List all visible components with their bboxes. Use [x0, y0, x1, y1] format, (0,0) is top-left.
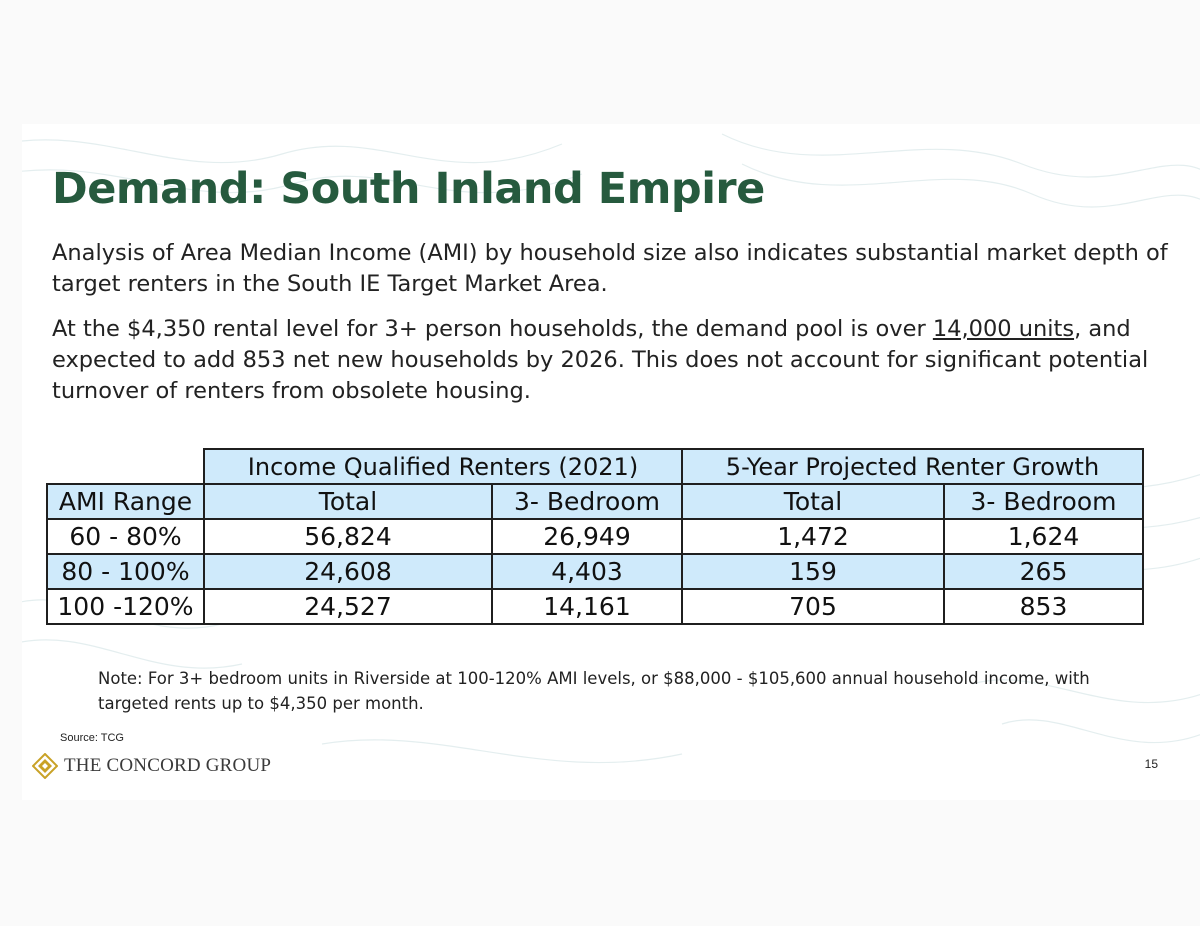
table-cell: 1,472 — [681, 518, 945, 555]
demand-paragraph-text: At the $4,350 rental level for 3+ person… — [52, 316, 933, 342]
column-header-total: Total — [203, 483, 493, 520]
table-cell: 60 - 80% — [46, 518, 205, 555]
intro-paragraph: Analysis of Area Median Income (AMI) by … — [52, 240, 1168, 297]
source-label: Source: TCG — [60, 732, 124, 744]
table-corner-blank — [47, 449, 204, 484]
column-header-growth-total: Total — [681, 483, 945, 520]
diamond-logo-icon — [32, 753, 58, 779]
table-row: 80 - 100% 24,608 4,403 159 265 — [46, 553, 1144, 590]
table-row: 60 - 80% 56,824 26,949 1,472 1,624 — [46, 518, 1144, 555]
table-cell: 705 — [681, 588, 945, 625]
table-cell: 26,949 — [491, 518, 683, 555]
group-header-income-qualified: Income Qualified Renters (2021) — [203, 448, 683, 485]
table-cell: 80 - 100% — [46, 553, 205, 590]
table-cell: 100 -120% — [46, 588, 205, 625]
table-cell: 24,608 — [203, 553, 493, 590]
table-cell: 159 — [681, 553, 945, 590]
table-cell: 1,624 — [943, 518, 1144, 555]
table-cell: 853 — [943, 588, 1144, 625]
table-note: Note: For 3+ bedroom units in Riverside … — [98, 669, 1090, 713]
column-header-ami-range: AMI Range — [46, 483, 205, 520]
ami-demand-table: Income Qualified Renters (2021) 5-Year P… — [46, 448, 1144, 625]
demand-paragraph: At the $4,350 rental level for 3+ person… — [52, 314, 1172, 407]
page-title: Demand: South Inland Empire — [52, 164, 765, 214]
table-cell: 24,527 — [203, 588, 493, 625]
table-row: 100 -120% 24,527 14,161 705 853 — [46, 588, 1144, 625]
table-group-header-row: Income Qualified Renters (2021) 5-Year P… — [47, 448, 1144, 485]
column-header-growth-3-bedroom: 3- Bedroom — [943, 483, 1144, 520]
table-cell: 56,824 — [203, 518, 493, 555]
demand-paragraph-text-end: , and expected to add 853 net new househ… — [52, 316, 1149, 404]
slide: Demand: South Inland Empire Analysis of … — [22, 124, 1200, 800]
column-header-3-bedroom: 3- Bedroom — [491, 483, 683, 520]
logo-text: THE CONCORD GROUP — [64, 755, 272, 776]
table-cell: 14,161 — [491, 588, 683, 625]
table-column-header-row: AMI Range Total 3- Bedroom Total 3- Bedr… — [46, 483, 1144, 520]
page-number: 15 — [1144, 757, 1158, 771]
demand-pool-units: 14,000 units — [932, 316, 1075, 342]
group-header-projected-growth: 5-Year Projected Renter Growth — [681, 448, 1144, 485]
table-cell: 265 — [943, 553, 1144, 590]
table-cell: 4,403 — [491, 553, 683, 590]
company-logo: THE CONCORD GROUP — [32, 753, 271, 779]
